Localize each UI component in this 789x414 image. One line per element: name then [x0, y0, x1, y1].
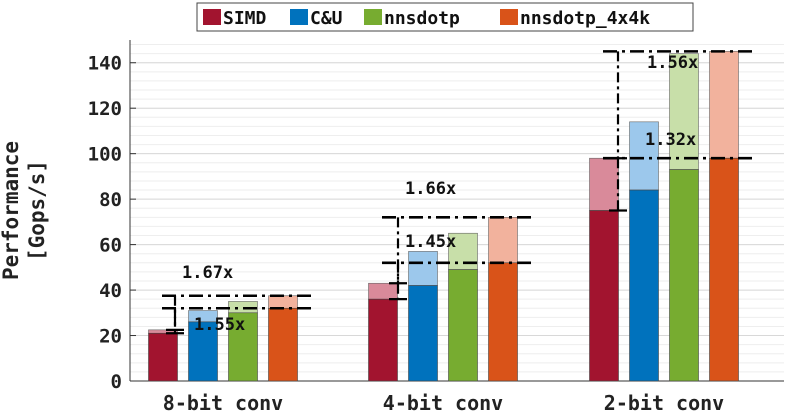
ratio-label: 1.32x [645, 130, 696, 150]
x-tick-label: 4-bit conv [383, 391, 503, 414]
y-tick-label: 120 [88, 98, 122, 120]
x-tick-label: 8-bit conv [163, 391, 283, 414]
ratio-label: 1.67x [182, 263, 233, 283]
y-tick-label: 0 [111, 371, 122, 393]
legend-swatch-nnsdotp [364, 9, 382, 25]
legend-label: nnsdotp_4x4k [520, 8, 650, 29]
bar-base-nnsdotp [669, 169, 699, 382]
bar-upper-nnsdotp_4x4k [488, 217, 518, 264]
legend-label: C&U [310, 8, 343, 29]
legend-swatch-C&U [290, 9, 308, 25]
x-tick-label: 2-bit conv [604, 391, 724, 414]
bar-base-nnsdotp [448, 269, 478, 382]
annotations: 1.67x 1.55x 1.66x 1.45x 1.56x 1.32x [162, 50, 756, 335]
legend-swatch-SIMD [203, 9, 221, 25]
ratio-label: 1.55x [194, 315, 245, 335]
y-tick-label: 140 [88, 53, 122, 75]
bar-upper-nnsdotp_4x4k [268, 295, 298, 309]
bar-upper-nnsdotp_4x4k [709, 51, 739, 159]
bar-base-nnsdotp_4x4k [488, 262, 518, 382]
legend: SIMD C&U nnsdotp nnsdotp_4x4k [196, 2, 694, 32]
y-axis-label-line: [Gops/s] [25, 160, 49, 261]
y-axis-label: Performance[Gops/s] [0, 141, 49, 280]
bar-base-SIMD [148, 332, 178, 382]
bar-base-SIMD [589, 210, 619, 382]
y-tick-label: 80 [99, 189, 122, 211]
y-tick-label: 20 [99, 326, 122, 348]
bar-upper-SIMD [368, 282, 398, 300]
y-tick-label: 60 [99, 235, 122, 257]
bar-upper-C&U [629, 121, 659, 191]
bar-base-nnsdotp_4x4k [268, 307, 298, 382]
y-tick-label: 40 [99, 280, 122, 302]
bar-upper-C&U [408, 251, 438, 286]
ratio-label: 1.56x [647, 53, 698, 73]
legend-swatch-nnsdotp_4x4k [500, 9, 518, 25]
bar-base-nnsdotp [228, 312, 258, 382]
bar-base-C&U [188, 321, 218, 382]
legend-label: nnsdotp [384, 8, 460, 29]
legend-box [196, 2, 694, 32]
legend-label: SIMD [223, 8, 267, 29]
bar-base-SIMD [368, 298, 398, 382]
bar-base-nnsdotp_4x4k [709, 157, 739, 382]
ratio-label: 1.66x [405, 179, 456, 199]
y-axis-label-line: Performance [0, 141, 23, 280]
y-tick-label: 100 [88, 144, 122, 166]
bar-base-C&U [629, 189, 659, 382]
bars [148, 51, 739, 382]
bar-base-C&U [408, 285, 438, 382]
bar-upper-SIMD [589, 157, 619, 211]
ratio-label: 1.45x [405, 232, 456, 252]
